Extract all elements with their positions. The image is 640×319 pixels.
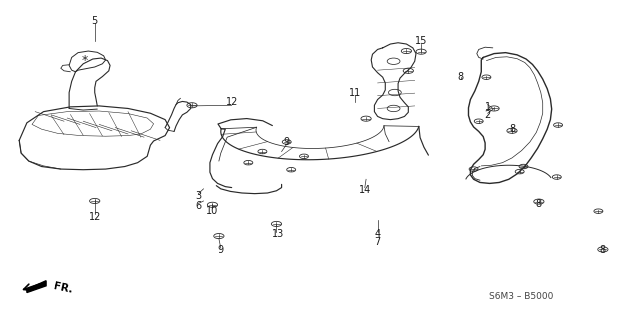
- Text: 1: 1: [484, 102, 491, 112]
- Text: 6: 6: [195, 201, 202, 211]
- Text: *: *: [82, 54, 88, 67]
- Text: 7: 7: [374, 237, 381, 248]
- Text: 12: 12: [88, 212, 101, 222]
- Text: 12: 12: [225, 97, 238, 107]
- Text: 10: 10: [206, 205, 219, 216]
- Text: 9: 9: [284, 137, 290, 147]
- Text: S6M3 – B5000: S6M3 – B5000: [490, 293, 554, 301]
- Polygon shape: [27, 281, 46, 293]
- Text: 8: 8: [458, 71, 464, 82]
- Text: 3: 3: [195, 191, 202, 201]
- Text: 5: 5: [92, 16, 98, 26]
- Text: 8: 8: [600, 245, 606, 256]
- Text: 11: 11: [349, 87, 362, 98]
- Text: 8: 8: [536, 199, 542, 209]
- Text: 4: 4: [374, 229, 381, 240]
- Text: 13: 13: [272, 229, 285, 240]
- Text: 9: 9: [218, 245, 224, 256]
- Text: 8: 8: [509, 124, 515, 134]
- Text: 14: 14: [358, 185, 371, 195]
- Text: FR.: FR.: [52, 281, 74, 295]
- Text: 2: 2: [484, 110, 491, 121]
- Text: 15: 15: [415, 36, 428, 47]
